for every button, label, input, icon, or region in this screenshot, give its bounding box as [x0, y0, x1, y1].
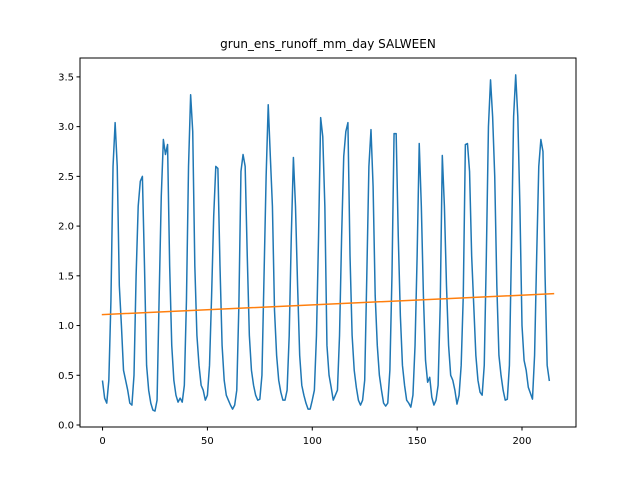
plot-series — [101, 74, 555, 412]
x-tick-label: 50 — [201, 436, 214, 447]
series-line-runoff — [101, 74, 551, 412]
y-tick-label: 0.0 — [58, 421, 74, 432]
x-tick-label: 200 — [512, 436, 531, 447]
y-tick-label: 2.5 — [58, 172, 74, 183]
x-tick-label: 100 — [303, 436, 322, 447]
x-tick-label: 150 — [408, 436, 427, 447]
x-tick-label: 0 — [99, 436, 105, 447]
x-axis: 0 50 100 150 200 — [99, 427, 532, 447]
y-tick-label: 0.5 — [58, 371, 74, 382]
chart-title: grun_ens_runoff_mm_day SALWEEN — [220, 37, 436, 51]
y-tick-label: 1.5 — [58, 271, 74, 282]
y-axis: 0.0 0.5 1.0 1.5 2.0 2.5 3.0 3.5 — [58, 72, 80, 432]
plot-frame — [79, 57, 577, 428]
series-line-trend — [101, 292, 555, 316]
y-tick-label: 1.0 — [58, 321, 74, 332]
y-tick-label: 2.0 — [58, 222, 74, 233]
y-tick-label: 3.5 — [58, 72, 74, 83]
y-tick-label: 3.0 — [58, 122, 74, 133]
